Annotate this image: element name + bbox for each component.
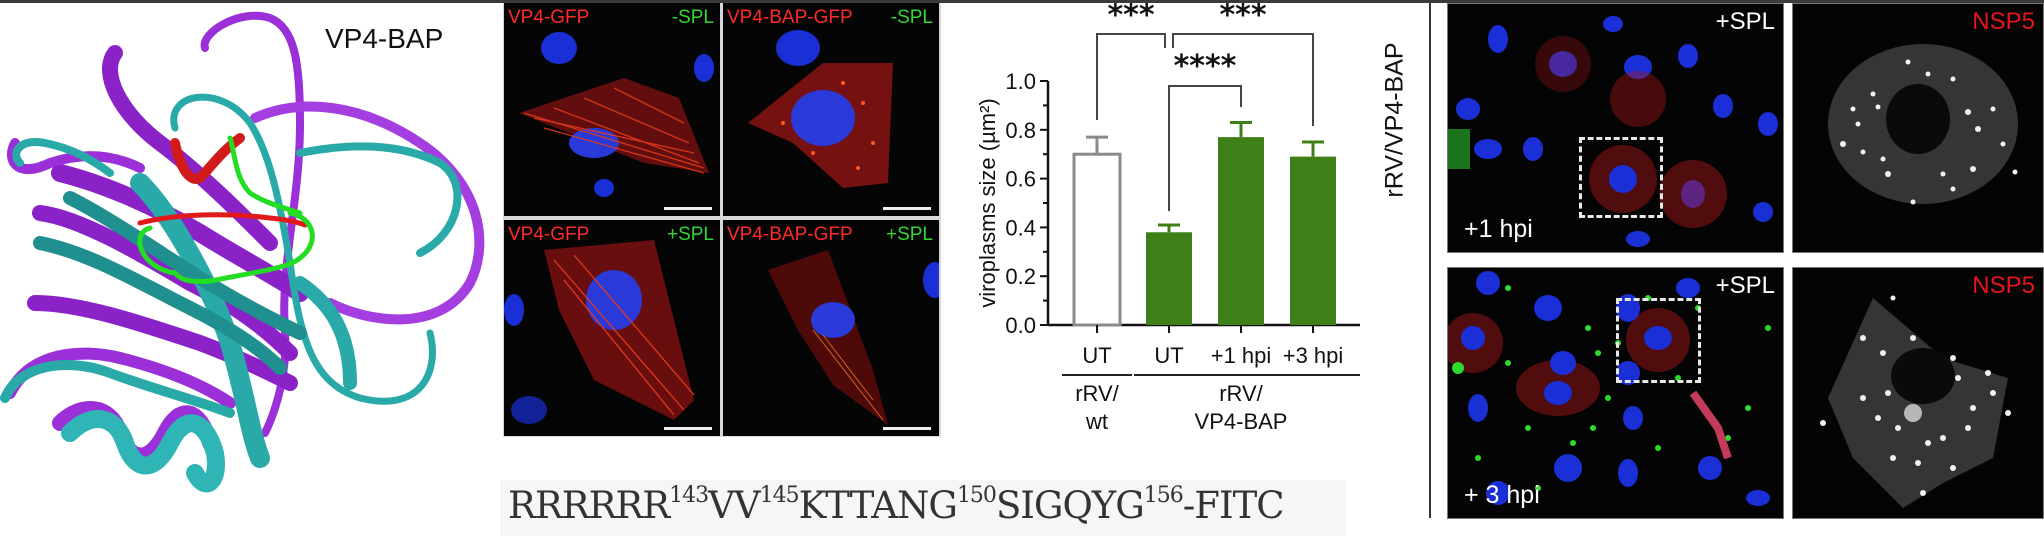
scale-bar (883, 207, 931, 210)
cell-image (748, 30, 893, 188)
row-label: rRV/VP4-BAP (1380, 42, 1409, 198)
protein-label: VP4-BAP (325, 23, 444, 54)
cell-field-image (1448, 271, 1771, 506)
zoom-region-box (1616, 298, 1701, 383)
y-tick-label: 0.4 (1005, 215, 1036, 240)
cell-image (519, 32, 714, 197)
bar (1218, 137, 1264, 325)
micrograph-vp4-gfp-plus-spl: VP4-GFP +SPL (504, 220, 720, 436)
cell-image (504, 240, 695, 424)
micrograph-vp4-bap-gfp-plus-spl: VP4-BAP-GFP +SPL (723, 220, 939, 436)
y-tick-label: 0.6 (1005, 167, 1036, 192)
peptide-sequence: RRRRRR143VV145KTTANG150SIGQYG156-FITC (508, 483, 1285, 527)
nsp5-label: NSP5 (1972, 8, 2035, 35)
vertical-divider (1429, 3, 1431, 518)
x-tick-label: +1 hpi (1211, 343, 1272, 368)
treatment-label: +SPL (1715, 8, 1775, 35)
y-axis-label: viroplasms size (µm²) (975, 98, 1000, 307)
scale-bar (883, 427, 931, 430)
panel-label-treatment: -SPL (890, 7, 933, 28)
panel-label-treatment: +SPL (885, 224, 933, 245)
bar (1146, 232, 1192, 325)
nsp5-panel-1hpi: NSP5 (1792, 3, 2044, 253)
nsp5-panel-3hpi: NSP5 (1792, 267, 2044, 519)
panel-label-protein: VP4-GFP (508, 224, 590, 245)
peptide-segment: VV (708, 484, 760, 527)
merge-panel-1hpi: +SPL +1 hpi (1447, 3, 1784, 253)
significance-stars: *** (1107, 3, 1154, 33)
y-tick-label: 1.0 (1005, 69, 1036, 94)
scale-bar (664, 207, 712, 210)
panel-label-treatment: +SPL (666, 224, 714, 245)
significance-bracket (1172, 33, 1314, 126)
x-tick-label: UT (1154, 343, 1183, 368)
timepoint-label: + 3 hpi (1464, 481, 1540, 509)
residue-number: 143 (669, 483, 709, 508)
micrograph-grid: VP4-GFP -SPL VP4-BAP-GFP -SPL VP4-GFP +S… (503, 3, 941, 437)
significance-stars: *** (1219, 3, 1266, 33)
top-border (0, 0, 2044, 3)
y-tick-label: 0.0 (1005, 313, 1036, 338)
timepoint-label: +1 hpi (1464, 215, 1533, 243)
peptide-sequence-box: RRRRRR143VV145KTTANG150SIGQYG156-FITC (500, 480, 1346, 536)
scale-bar (664, 427, 712, 430)
panel-label-protein: VP4-GFP (508, 7, 590, 28)
significance-bracket (1168, 85, 1242, 211)
group-label: wt (1085, 409, 1108, 434)
group-label: VP4-BAP (1195, 409, 1288, 434)
panel-label-treatment: -SPL (671, 7, 714, 28)
panel-label-protein: VP4-BAP-GFP (727, 7, 853, 28)
ribbon-structure-illustration (0, 11, 485, 493)
micrograph-vp4-bap-gfp-minus-spl: VP4-BAP-GFP -SPL (723, 3, 939, 216)
peptide-segment: KTTANG (798, 484, 958, 527)
nsp5-label: NSP5 (1972, 272, 2035, 299)
bar (1072, 152, 1122, 327)
group-label: rRV/ (1075, 381, 1119, 406)
cell-image (768, 250, 939, 425)
significance-bracket (1096, 33, 1166, 120)
nsp5-cell-image (1820, 295, 2011, 508)
peptide-segment: SIGQYG (995, 484, 1145, 527)
significance-stars: **** (1174, 49, 1237, 84)
peptide-segment: RRRRRR (508, 484, 670, 527)
cell-field-image (1448, 16, 1778, 247)
bar (1290, 156, 1336, 325)
nsp5-cell-image (1828, 44, 2018, 205)
peptide-segment: -FITC (1182, 484, 1285, 527)
protein-structure-panel: VP4-BAP (0, 3, 495, 536)
merge-panel-3hpi: +SPL + 3 hpi (1447, 267, 1784, 519)
bar-chart: 0.0 0.2 0.4 0.6 0.8 1.0 viroplasms size (µm²) U… (940, 0, 1360, 463)
panel-label-protein: VP4-BAP-GFP (727, 224, 853, 245)
residue-number: 150 (956, 483, 997, 508)
zoom-region-box (1579, 137, 1663, 218)
residue-number: 145 (759, 483, 800, 508)
x-tick-label: +3 hpi (1283, 343, 1344, 368)
x-tick-label: UT (1082, 343, 1111, 368)
residue-number: 156 (1143, 483, 1184, 508)
group-label: rRV/ (1219, 381, 1263, 406)
y-tick-label: 0.2 (1005, 264, 1036, 289)
y-tick-label: 0.8 (1005, 118, 1036, 143)
micrograph-vp4-gfp-minus-spl: VP4-GFP -SPL (504, 3, 720, 216)
treatment-label: +SPL (1715, 272, 1775, 299)
